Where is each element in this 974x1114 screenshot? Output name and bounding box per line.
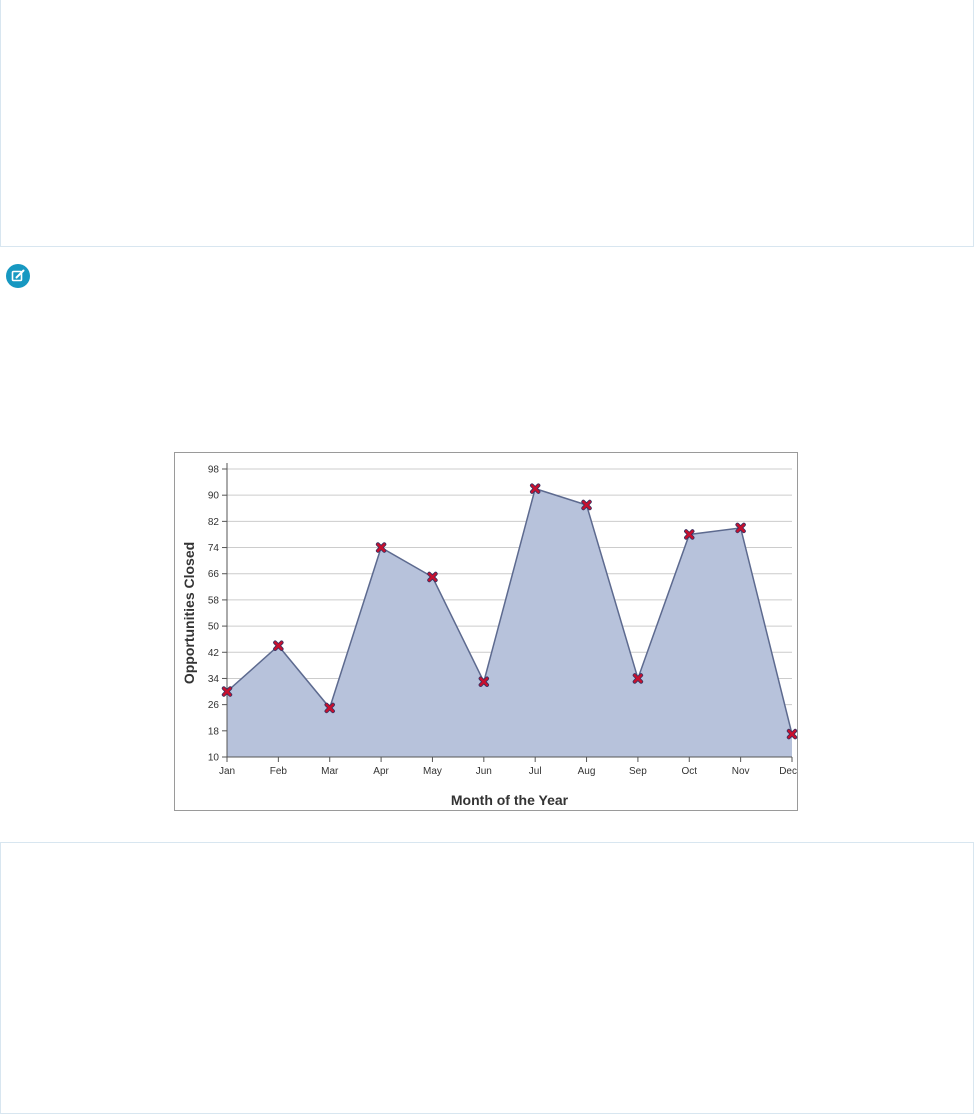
data-point-marker [529,483,541,494]
x-tick-label: Feb [270,766,288,777]
y-tick-label: 58 [208,595,220,606]
area-series-fill [227,488,792,757]
data-point-marker [273,640,284,651]
x-tick-labels: Jan Feb Mar Apr May Jun Jul Aug Sep Oct Nov Dec [219,757,797,777]
data-point-marker [632,673,644,684]
data-point-marker [684,529,695,540]
data-point-marker [478,676,490,687]
x-tick-label: Jul [529,766,542,777]
y-tick-label: 18 [208,726,220,737]
y-tick-labels: 10 18 26 34 42 50 58 66 74 82 90 98 [208,465,227,764]
axes [226,463,792,758]
y-tick-label: 90 [208,491,220,502]
x-tick-label: Oct [681,766,697,777]
y-tick-label: 42 [208,648,220,659]
y-tick-label: 10 [208,753,220,764]
y-tick-label: 26 [208,700,220,711]
x-tick-label: Jun [476,766,492,777]
x-tick-label: Nov [732,766,750,777]
data-point-marker [786,728,798,740]
y-tick-label: 66 [208,569,220,580]
data-point-marker [221,686,233,697]
x-tick-label: Dec [779,766,797,777]
code-block-bottom [0,842,974,1114]
y-tick-label: 34 [208,674,220,685]
y-tick-label: 74 [208,543,220,554]
edit-note-icon [6,264,30,288]
x-tick-label: Aug [578,766,596,777]
data-point-marker [581,499,592,511]
data-point-marker [735,522,746,534]
x-tick-label: Jan [219,766,235,777]
data-point-marker [324,702,335,714]
y-tick-label: 98 [208,465,220,476]
x-tick-label: Sep [629,766,647,777]
area-series-line [226,487,793,735]
data-point-marker [375,542,387,553]
y-tick-label: 82 [208,517,220,528]
x-tick-label: Apr [373,766,389,777]
code-block-top [0,0,974,247]
chart-container: 10 18 26 34 42 50 58 66 74 82 90 98 Jan Feb Mar Apr May… [174,452,798,811]
y-tick-label: 50 [208,622,220,633]
data-markers [221,483,798,740]
y-axis-title: Opportunities Closed [181,542,197,684]
data-point-marker [427,571,438,583]
area-chart: 10 18 26 34 42 50 58 66 74 82 90 98 Jan Feb Mar Apr May… [181,463,798,808]
x-tick-label: Mar [321,766,339,777]
x-axis-title: Month of the Year [451,792,569,808]
x-tick-label: May [423,766,442,777]
